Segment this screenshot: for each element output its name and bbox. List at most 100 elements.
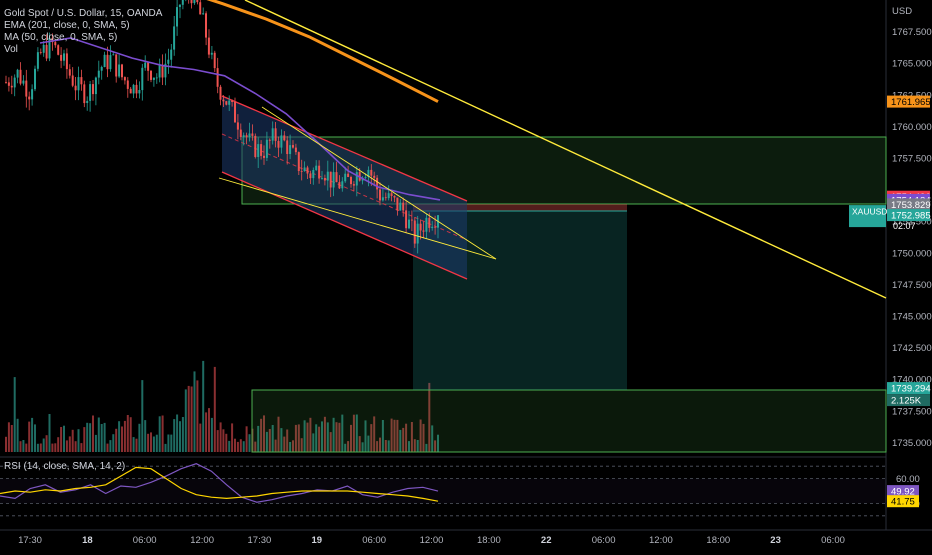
candle-body <box>274 128 277 141</box>
candle-body <box>115 54 118 77</box>
candle-body <box>367 169 370 177</box>
rsi-pane[interactable] <box>0 463 886 517</box>
price-tag-label: 1753.829 <box>891 200 931 211</box>
volume-bar <box>393 419 396 452</box>
candle-body <box>222 99 225 102</box>
time-tick-label: 12:00 <box>190 535 214 546</box>
candle-body <box>434 226 437 228</box>
volume-bar <box>164 443 167 452</box>
drawings-back[interactable] <box>221 95 887 453</box>
volume-bar <box>358 436 361 452</box>
price-tag[interactable] <box>887 209 930 222</box>
volume-bar <box>184 389 187 452</box>
volume-bar <box>300 438 303 452</box>
candle-body <box>199 2 202 15</box>
volume-bar <box>94 434 97 452</box>
candle-body <box>123 77 126 81</box>
channel-lower-line[interactable] <box>221 171 468 280</box>
support-zone[interactable] <box>251 389 887 453</box>
main-trendline[interactable] <box>244 0 887 299</box>
volume-bar <box>416 440 419 452</box>
volume-bar <box>208 408 210 452</box>
candle-body <box>405 210 408 229</box>
candle-body <box>51 37 54 43</box>
candle-body <box>141 67 144 91</box>
volume-bar <box>303 420 306 452</box>
rsi-ma-line[interactable] <box>0 466 439 502</box>
candle-body <box>350 177 352 185</box>
price-tag-label: 1761.965 <box>891 97 931 108</box>
candle-body <box>329 171 332 188</box>
candle-body <box>294 147 297 153</box>
volume-legend[interactable]: Vol <box>4 44 18 55</box>
candle-body <box>28 96 31 100</box>
rsi-line[interactable] <box>0 463 439 503</box>
candle-body <box>210 52 213 55</box>
ema-legend[interactable]: EMA (201, close, 0, SMA, 5) <box>4 20 130 31</box>
candle-body <box>286 140 289 154</box>
candle-body <box>196 0 199 3</box>
price-tick-label: 1767.500 <box>892 27 932 38</box>
candle-body <box>332 172 335 188</box>
candle-body <box>297 152 300 171</box>
volume-bar <box>51 443 54 452</box>
price-tick-label: 1737.500 <box>892 406 932 417</box>
rsi-title[interactable]: RSI (14, close, SMA, 14, 2) <box>4 461 126 472</box>
volume-bar <box>341 414 344 452</box>
price-tag[interactable] <box>887 198 930 211</box>
candle-body <box>42 44 45 53</box>
volume-bar <box>367 435 370 452</box>
candle-body <box>213 52 216 69</box>
candle-body <box>422 230 425 232</box>
volume-bar <box>5 436 7 452</box>
candle-body <box>431 226 434 228</box>
volume-bars <box>5 360 439 452</box>
ema-201-line[interactable] <box>180 0 439 103</box>
candle-body <box>413 220 416 244</box>
candle-body <box>89 84 92 101</box>
candle-body <box>178 4 181 7</box>
symbol-tag-label: XAUUSD <box>852 207 887 217</box>
candle-body <box>419 223 422 231</box>
candle-body <box>94 77 97 95</box>
channel-upper-line[interactable] <box>221 95 468 202</box>
wedge-upper-line[interactable] <box>261 106 497 260</box>
volume-bar <box>57 437 60 452</box>
volume-bar <box>202 360 205 452</box>
candle-body <box>234 102 236 123</box>
volume-bar <box>161 415 164 452</box>
candle-body <box>257 144 260 157</box>
volume-bar <box>413 439 416 452</box>
candle-body <box>112 54 115 56</box>
volume-tag[interactable] <box>887 394 930 407</box>
axes[interactable]: USD1767.5001765.0001762.5001760.0001757.… <box>18 6 932 546</box>
rsi-tag[interactable] <box>887 485 919 498</box>
wedge-lower-line[interactable] <box>218 177 497 260</box>
candle-body <box>60 54 63 61</box>
candle-body <box>155 77 158 79</box>
volume-bar <box>179 421 181 452</box>
ma-50-line[interactable] <box>39 37 441 201</box>
ma-legend[interactable]: MA (50, close, 0, SMA, 5) <box>4 32 118 43</box>
countdown-label: 02:07 <box>893 221 916 231</box>
volume-bar <box>297 424 300 452</box>
candle-body <box>83 84 86 104</box>
symbol-title[interactable]: Gold Spot / U.S. Dollar, 15, OANDA <box>4 8 163 19</box>
volume-bar <box>92 415 94 452</box>
price-tag[interactable] <box>887 382 930 395</box>
drawings-front[interactable] <box>218 0 887 299</box>
volume-bar <box>97 417 100 452</box>
price-tag[interactable] <box>887 95 930 108</box>
rsi-tag[interactable] <box>887 495 919 508</box>
volume-bar <box>199 423 202 452</box>
volume-bar <box>100 424 103 452</box>
symbol-tag[interactable] <box>849 205 886 228</box>
volume-bar <box>190 386 193 452</box>
candle-body <box>344 173 347 182</box>
volume-bar <box>31 417 34 452</box>
volume-bar <box>115 428 118 452</box>
volume-bar <box>25 443 28 452</box>
position-stop-zone[interactable] <box>413 204 627 211</box>
